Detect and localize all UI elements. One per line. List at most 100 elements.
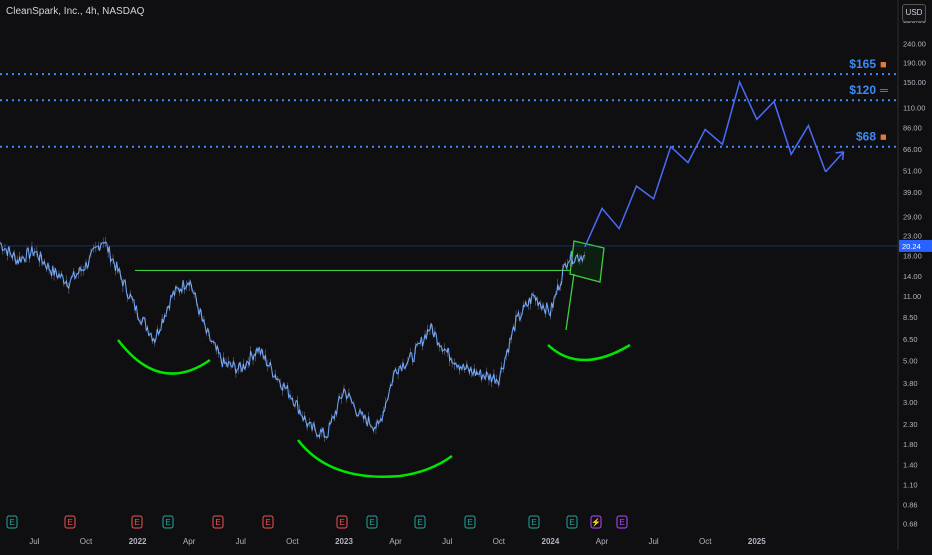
y-tick-label: 2.30: [903, 420, 918, 429]
x-tick-label: Jul: [29, 537, 39, 546]
event-marker-label: ⚡: [591, 517, 601, 527]
y-tick-label: 190.00: [903, 59, 926, 68]
event-marker-box: [6, 515, 18, 529]
earnings-event-marker[interactable]: E: [131, 515, 143, 529]
x-tick-label: 2022: [129, 537, 147, 546]
last-price-badge: [899, 239, 932, 252]
chart-title: CleanSpark, Inc., 4h, NASDAQ: [6, 6, 145, 17]
event-marker-box: [64, 515, 76, 529]
event-marker-box: [336, 515, 348, 529]
y-tick-label: 86.00: [903, 123, 922, 132]
earnings-event-marker[interactable]: E: [464, 515, 476, 529]
price-axis-bg: [898, 0, 932, 550]
y-tick-label: 23.00: [903, 231, 922, 240]
head-curve: [297, 439, 453, 478]
projection-path: [584, 79, 827, 248]
x-tick-label: Jul: [236, 537, 246, 546]
y-tick-label: 3.80: [903, 379, 918, 388]
event-marker-label: E: [339, 518, 344, 527]
y-tick-label: 6.50: [903, 335, 918, 344]
y-tick-label: 0.68: [903, 520, 918, 529]
right-shoulder-curve: [547, 343, 631, 362]
x-tick-label: Apr: [596, 537, 609, 546]
left-shoulder-curve: [117, 339, 211, 375]
event-marker-label: E: [265, 518, 270, 527]
y-tick-label: 18.00: [903, 252, 922, 261]
event-marker-label: E: [369, 518, 374, 527]
x-tick-label: Oct: [699, 537, 712, 546]
y-tick-label: 29.00: [903, 212, 922, 221]
earnings-event-marker[interactable]: E: [212, 515, 224, 529]
y-tick-label: 14.00: [903, 272, 922, 281]
event-marker-label: E: [9, 518, 14, 527]
target-label: $120: [849, 83, 876, 97]
x-tick-label: Jul: [648, 537, 658, 546]
y-tick-label: 51.00: [903, 166, 922, 175]
last-price-label: 20.24: [902, 242, 921, 251]
event-marker-box: [131, 515, 143, 529]
event-marker-box: [262, 515, 274, 529]
event-marker-box: [566, 515, 578, 529]
target-label: $165: [849, 57, 876, 71]
x-tick-label: Oct: [493, 537, 506, 546]
currency-button[interactable]: USD: [902, 4, 926, 22]
y-tick-label: 5.00: [903, 356, 918, 365]
event-marker-label: E: [67, 518, 72, 527]
x-tick-label: Oct: [80, 537, 93, 546]
event-marker-label: E: [165, 518, 170, 527]
y-tick-label: 66.00: [903, 145, 922, 154]
earnings-event-marker[interactable]: E: [528, 515, 540, 529]
event-marker-box: [616, 515, 628, 529]
event-marker-box: [590, 515, 602, 529]
earnings-event-marker[interactable]: E: [262, 515, 274, 529]
y-tick-label: 8.50: [903, 313, 918, 322]
x-tick-label: 2023: [335, 537, 353, 546]
y-tick-label: 1.40: [903, 461, 918, 470]
flag-pole: [565, 273, 575, 331]
earnings-event-marker[interactable]: E: [616, 515, 628, 529]
x-tick-label: Apr: [389, 537, 402, 546]
event-marker-box: [366, 515, 378, 529]
event-marker-label: E: [569, 518, 574, 527]
x-tick-label: Apr: [183, 537, 196, 546]
projection-arrow-head: [835, 151, 845, 160]
event-marker-label: E: [134, 518, 139, 527]
target-label: $68: [856, 130, 876, 144]
y-tick-label: 1.10: [903, 480, 918, 489]
earnings-event-marker[interactable]: E: [6, 515, 18, 529]
y-tick-label: 39.00: [903, 188, 922, 197]
earnings-event-marker[interactable]: E: [64, 515, 76, 529]
bull-icon: ■: [880, 59, 887, 71]
earnings-event-marker[interactable]: E: [566, 515, 578, 529]
event-marker-box: [414, 515, 426, 529]
y-tick-label: 1.80: [903, 440, 918, 449]
y-tick-label: 3.00: [903, 398, 918, 407]
equal-icon: ═: [879, 85, 888, 97]
y-tick-label: 240.00: [903, 39, 926, 48]
event-marker-label: E: [531, 518, 536, 527]
y-tick-label: 110.00: [903, 103, 925, 112]
x-tick-label: Oct: [286, 537, 299, 546]
event-marker-label: E: [215, 518, 220, 527]
x-tick-label: 2025: [748, 537, 766, 546]
event-marker-label: E: [467, 518, 472, 527]
earnings-event-marker[interactable]: ⚡: [590, 515, 602, 529]
event-marker-label: E: [417, 518, 422, 527]
earnings-event-marker[interactable]: E: [366, 515, 378, 529]
y-tick-label: 11.00: [903, 292, 921, 301]
event-marker-label: E: [619, 518, 624, 527]
x-tick-label: 2024: [542, 537, 560, 546]
event-marker-box: [464, 515, 476, 529]
earnings-event-marker[interactable]: E: [162, 515, 174, 529]
event-marker-box: [528, 515, 540, 529]
event-marker-box: [212, 515, 224, 529]
y-tick-label: 0.86: [903, 501, 918, 510]
bear-icon: ■: [880, 132, 887, 144]
earnings-event-marker[interactable]: E: [414, 515, 426, 529]
event-marker-box: [162, 515, 174, 529]
earnings-event-marker[interactable]: E: [336, 515, 348, 529]
x-tick-label: Jul: [442, 537, 452, 546]
projection-arrow-shaft: [825, 151, 845, 173]
